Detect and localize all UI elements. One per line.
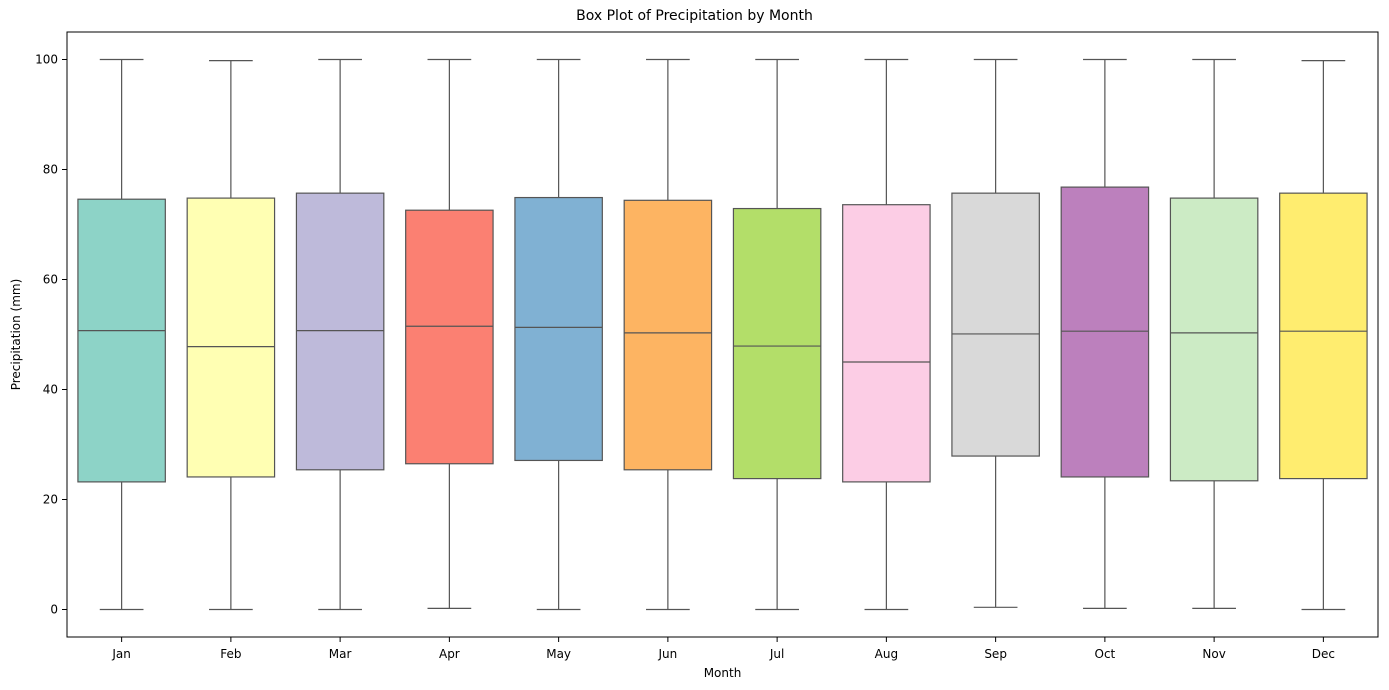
x-tick-label: Oct	[1095, 647, 1116, 661]
box-oct	[1060, 58, 1150, 610]
x-tick-label: Jan	[111, 647, 131, 661]
box-iqr	[186, 197, 276, 478]
x-tick-label: May	[546, 647, 571, 661]
x-axis-label: Month	[704, 666, 742, 680]
y-tick-label: 100	[35, 53, 58, 67]
x-axis-ticks: Jan Feb Mar Apr May Jun Jul Aug Sep Oct Nov Dec	[111, 637, 1335, 661]
box-may	[514, 58, 603, 611]
x-tick-label: Dec	[1312, 647, 1335, 661]
box-iqr	[951, 192, 1040, 457]
x-tick-label: Nov	[1202, 647, 1225, 661]
x-tick-label: Jun	[658, 647, 678, 661]
x-tick-label: Jul	[769, 647, 784, 661]
box-dec	[1279, 59, 1368, 611]
box-iqr	[732, 207, 822, 480]
box-iqr	[77, 198, 166, 483]
box-iqr	[623, 199, 713, 471]
box-iqr	[1279, 192, 1368, 480]
y-tick-label: 20	[43, 493, 58, 507]
box-iqr	[1060, 186, 1150, 478]
y-tick-label: 80	[43, 163, 58, 177]
axes-frame	[66, 31, 1379, 638]
x-tick-label: Aug	[875, 647, 898, 661]
box-iqr	[295, 192, 385, 471]
y-tick-label: 0	[50, 603, 58, 617]
box-iqr	[1169, 197, 1259, 482]
y-axis-label: Precipitation (mm)	[9, 279, 23, 391]
box-jul	[732, 58, 822, 611]
box-iqr	[405, 209, 494, 465]
box-feb	[186, 59, 276, 611]
boxes-layer	[77, 58, 1368, 611]
x-tick-label: Feb	[220, 647, 241, 661]
box-nov	[1169, 58, 1259, 610]
box-iqr	[842, 204, 931, 483]
box-sep	[951, 58, 1040, 608]
box-aug	[842, 58, 931, 611]
box-iqr	[514, 196, 603, 462]
box-jan	[77, 58, 166, 611]
box-mar	[295, 58, 385, 611]
x-tick-label: Mar	[329, 647, 352, 661]
x-tick-label: Apr	[439, 647, 460, 661]
box-apr	[405, 58, 494, 610]
y-tick-label: 40	[43, 383, 58, 397]
y-tick-label: 60	[43, 273, 58, 287]
x-tick-label: Sep	[984, 647, 1007, 661]
y-axis-ticks: 0 20 40 60 80 100	[35, 53, 67, 617]
box-jun	[623, 58, 713, 611]
chart-title: Box Plot of Precipitation by Month	[576, 8, 813, 24]
